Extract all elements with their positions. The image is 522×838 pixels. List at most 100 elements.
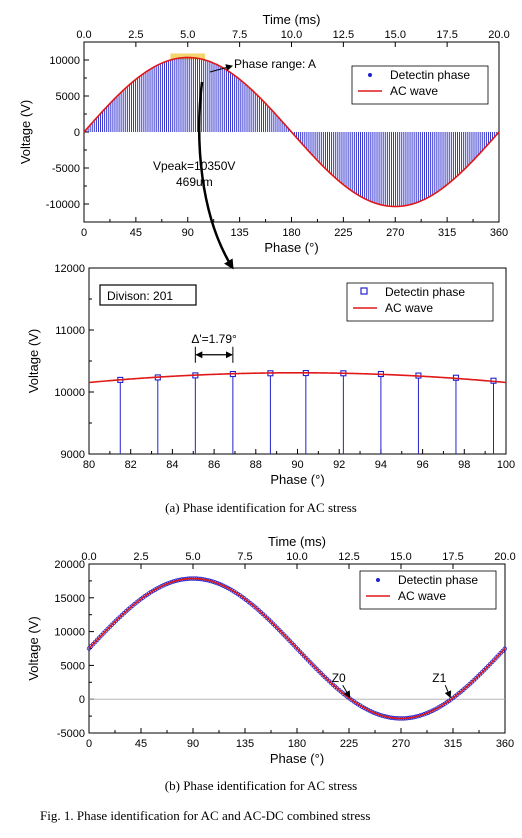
x-tick-label: 98 bbox=[458, 459, 470, 471]
z0-label: Z0 bbox=[332, 671, 346, 685]
legend-marker-detection bbox=[360, 287, 368, 295]
x-tick-label: 86 bbox=[208, 459, 220, 471]
x-tick-label: 180 bbox=[282, 227, 300, 239]
x-tick-label: 225 bbox=[340, 738, 358, 750]
legend-label: AC wave bbox=[398, 589, 446, 603]
x2-tick-label: 20.0 bbox=[488, 29, 509, 41]
x2-tick-label: 2.5 bbox=[128, 29, 143, 41]
x-tick-label: 135 bbox=[236, 738, 254, 750]
x2-tick-label: 10.0 bbox=[281, 29, 302, 41]
x-axis-title: Phase (°) bbox=[270, 472, 324, 487]
legend-label: AC wave bbox=[385, 301, 433, 315]
division-box bbox=[99, 284, 197, 306]
y-axis-title: Voltage (V) bbox=[18, 100, 33, 164]
x-tick-label: 94 bbox=[375, 459, 387, 471]
y-tick-label: 5000 bbox=[61, 660, 85, 672]
x-tick-label: 84 bbox=[166, 459, 178, 471]
x-tick-label: 0 bbox=[81, 227, 87, 239]
delta-label: Δ'=1.79° bbox=[191, 332, 237, 346]
x-tick-label: 88 bbox=[250, 459, 262, 471]
x2-tick-label: 7.5 bbox=[237, 551, 252, 563]
z1-label: Z1 bbox=[432, 671, 446, 685]
x-tick-label: 80 bbox=[83, 459, 95, 471]
y-tick-label: -5000 bbox=[57, 728, 85, 740]
legend-label: Detectin phase bbox=[390, 68, 470, 82]
x2-tick-label: 15.0 bbox=[385, 29, 406, 41]
x2-tick-label: 12.5 bbox=[338, 551, 359, 563]
x-tick-label: 96 bbox=[416, 459, 428, 471]
legend-label: AC wave bbox=[390, 84, 438, 98]
chart-zoom-ac-wave: 80 82 84 86 88 90 92 94 96 98 100 9000 10000 11000 120… bbox=[26, 263, 515, 487]
ac-wave-line bbox=[88, 577, 506, 720]
x2-tick-label: 0.0 bbox=[81, 551, 96, 563]
z0-arrow bbox=[342, 684, 351, 699]
figure-caption: Fig. 1. Phase identification for AC and … bbox=[40, 808, 370, 823]
x-tick-label: 360 bbox=[490, 227, 508, 239]
x2-tick-label: 15.0 bbox=[390, 551, 411, 563]
x-axis-title: Phase (°) bbox=[270, 751, 324, 766]
x-axis-title: Phase (°) bbox=[264, 240, 318, 255]
x-tick-label: 90 bbox=[182, 227, 194, 239]
x-tick-label: 225 bbox=[334, 227, 352, 239]
size-label: 469um bbox=[176, 175, 213, 189]
x2-tick-label: 17.5 bbox=[442, 551, 463, 563]
x2-tick-label: 2.5 bbox=[133, 551, 148, 563]
x-tick-label: 360 bbox=[496, 738, 514, 750]
x2-tick-label: 20.0 bbox=[494, 551, 515, 563]
y-axis-title: Voltage (V) bbox=[26, 329, 41, 393]
x2-tick-label: 17.5 bbox=[436, 29, 457, 41]
y-tick-label: 9000 bbox=[61, 449, 85, 461]
y-tick-label: 15000 bbox=[54, 593, 85, 605]
legend-label: Detectin phase bbox=[398, 573, 478, 587]
x2-tick-label: 12.5 bbox=[333, 29, 354, 41]
chart-bottom-acdc-wave: 0 45 90 135 180 225 270 315 360-5000050001000015… bbox=[26, 534, 516, 766]
vpeak-label: Vpeak=10350V bbox=[153, 159, 235, 173]
x-tick-label: 315 bbox=[438, 227, 456, 239]
x-tick-label: 82 bbox=[125, 459, 137, 471]
legend: Detectin phase AC wave bbox=[351, 65, 489, 105]
x-tick-label: 90 bbox=[291, 459, 303, 471]
x-tick-label: 92 bbox=[333, 459, 345, 471]
zoom-connector-arrow bbox=[198, 81, 234, 270]
x-tick-label: 180 bbox=[288, 738, 306, 750]
ac-wave-line bbox=[83, 56, 500, 208]
y-tick-label: -5000 bbox=[52, 163, 80, 175]
legend-marker-detection bbox=[376, 578, 380, 582]
x2-tick-label: 5.0 bbox=[180, 29, 195, 41]
legend: Detectin phase AC wave bbox=[359, 570, 497, 610]
y-tick-label: 0 bbox=[79, 694, 85, 706]
x-tick-label: 45 bbox=[135, 738, 147, 750]
z1-arrow bbox=[444, 685, 452, 699]
x2-axis-title: Time (ms) bbox=[262, 12, 320, 27]
y-tick-label: -10000 bbox=[46, 199, 80, 211]
legend-box bbox=[346, 282, 494, 322]
y-tick-label: 11000 bbox=[55, 325, 85, 337]
x-tick-label: 315 bbox=[444, 738, 462, 750]
legend: Detectin phase AC wave bbox=[346, 282, 494, 322]
x-tick-label: 135 bbox=[230, 227, 248, 239]
phase-range-label: Phase range: A bbox=[234, 57, 316, 71]
phase-range-pointer bbox=[209, 64, 233, 73]
y-tick-label: 10000 bbox=[49, 55, 80, 67]
x-tick-label: 270 bbox=[392, 738, 410, 750]
x-tick-label: 45 bbox=[130, 227, 142, 239]
caption-a: (a) Phase identification for AC stress bbox=[165, 500, 357, 515]
x2-tick-label: 7.5 bbox=[232, 29, 247, 41]
chart-top-ac-wave: 0 45 90 135 180 225 270 315 360 -10000 -5000 0 5000 1… bbox=[18, 12, 510, 255]
legend-box bbox=[351, 65, 489, 105]
y-axis-title: Voltage (V) bbox=[26, 616, 41, 680]
x2-tick-label: 0.0 bbox=[76, 29, 91, 41]
ac-wave-line bbox=[88, 371, 507, 384]
y-tick-label: 0 bbox=[74, 127, 80, 139]
legend-marker-detection bbox=[368, 73, 372, 77]
legend-label: Detectin phase bbox=[385, 285, 465, 299]
x2-tick-label: 10.0 bbox=[286, 551, 307, 563]
x-tick-label: 0 bbox=[86, 738, 92, 750]
division-label: Divison: 201 bbox=[107, 289, 173, 303]
x2-tick-label: 5.0 bbox=[185, 551, 200, 563]
y-tick-label: 10000 bbox=[54, 387, 85, 399]
y-tick-label: 20000 bbox=[54, 559, 85, 571]
phase-range-highlight bbox=[170, 53, 206, 60]
legend-box bbox=[359, 570, 497, 610]
detection-marker bbox=[502, 646, 507, 651]
